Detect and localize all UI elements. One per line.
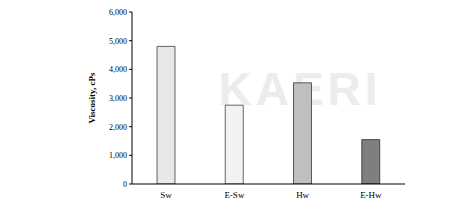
- svg-text:5,000: 5,000: [109, 37, 127, 46]
- svg-text:Hw: Hw: [296, 190, 309, 200]
- svg-text:1,000: 1,000: [109, 151, 127, 160]
- svg-text:6,000: 6,000: [109, 8, 127, 17]
- svg-text:2,000: 2,000: [109, 123, 127, 132]
- svg-text:Sw: Sw: [160, 190, 172, 200]
- svg-text:3,000: 3,000: [109, 94, 127, 103]
- svg-text:Viscosity, cPs: Viscosity, cPs: [87, 72, 97, 124]
- svg-text:E-Sw: E-Sw: [224, 190, 245, 200]
- svg-text:E-Hw: E-Hw: [360, 190, 382, 200]
- svg-text:4,000: 4,000: [109, 65, 127, 74]
- svg-text:0: 0: [123, 180, 127, 189]
- html-text:KAERI: KAERI: [218, 63, 382, 115]
